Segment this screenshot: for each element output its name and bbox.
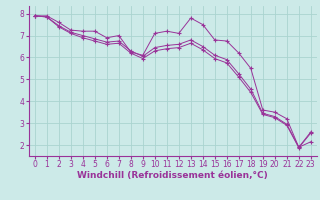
X-axis label: Windchill (Refroidissement éolien,°C): Windchill (Refroidissement éolien,°C) bbox=[77, 171, 268, 180]
